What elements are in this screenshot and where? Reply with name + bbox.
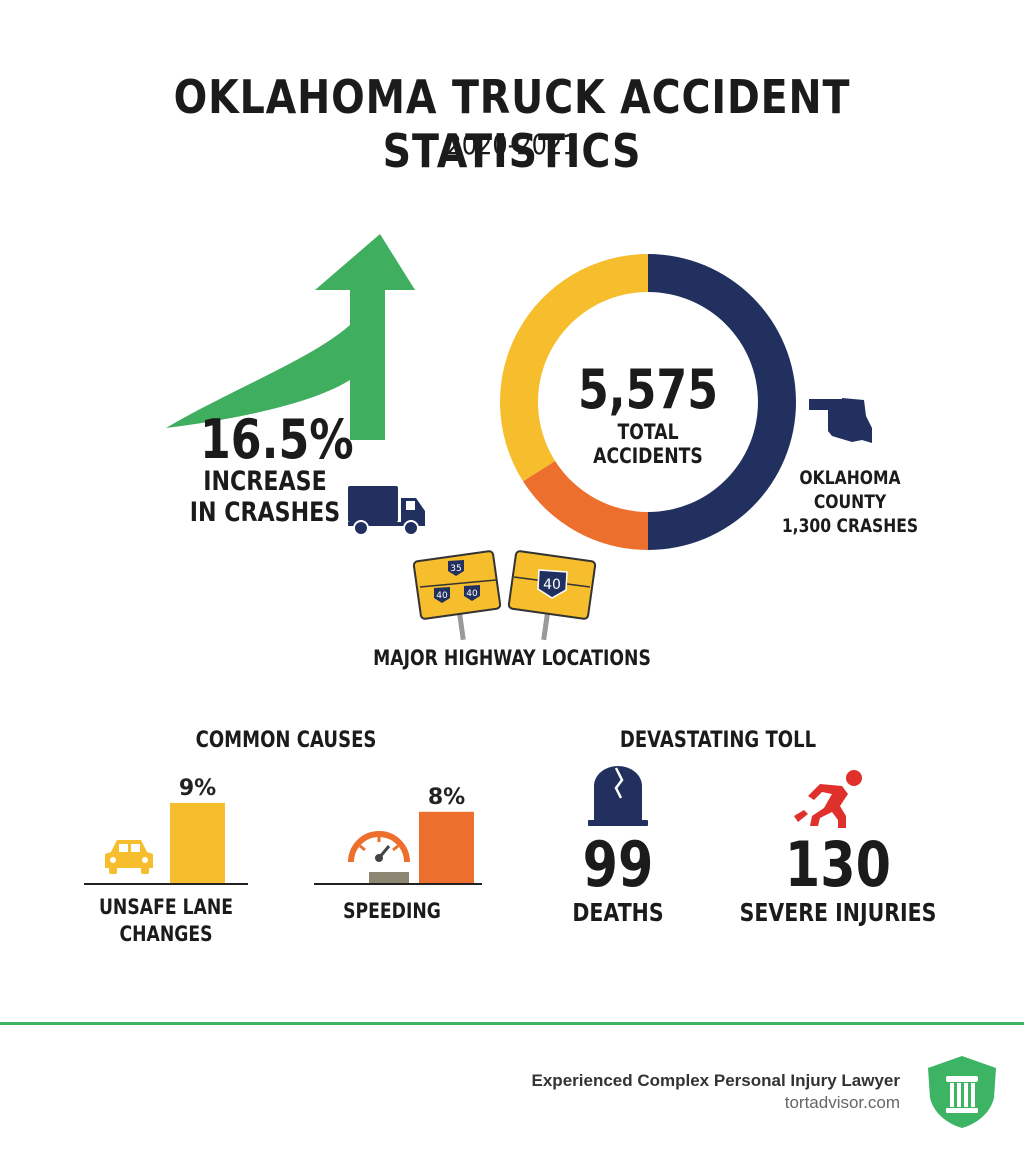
county-label-line1: OKLAHOMA COUNTY — [799, 467, 901, 513]
increase-value: 16.5% — [200, 408, 354, 471]
deaths-label: DEATHS — [572, 898, 664, 927]
sign1-left-label: 40 — [436, 591, 448, 601]
county-label: OKLAHOMA COUNTY 1,300 CRASHES — [776, 466, 924, 538]
cause-label-line2: CHANGES — [119, 922, 213, 946]
bar-value-label: 8% — [428, 785, 465, 810]
highway-label: MAJOR HIGHWAY LOCATIONS — [373, 646, 651, 670]
sign1-top-label: 35 — [450, 564, 461, 574]
donut-slice-navy — [648, 254, 796, 550]
page-subtitle: 2020-2021 — [446, 128, 578, 161]
sign2-label: 40 — [543, 577, 561, 593]
speedometer-icon — [348, 831, 410, 863]
donut-slice-orange — [523, 460, 648, 550]
deaths-value: 99 — [582, 828, 654, 901]
injuries-label: SEVERE INJURIES — [739, 898, 937, 927]
footer-site-link[interactable]: tortadvisor.com — [784, 1093, 900, 1112]
county-label-line2: 1,300 CRASHES — [781, 515, 919, 537]
footer-divider — [0, 1022, 1024, 1025]
cause-label-speeding: SPEEDING — [343, 899, 441, 923]
page-title: OKLAHOMA TRUCK ACCIDENT STATISTICS — [173, 70, 851, 178]
increase-label: INCREASE IN CRASHES — [183, 466, 347, 528]
highway-signs-icon: 35 40 40 40 — [412, 550, 597, 641]
causes-heading: COMMON CAUSES — [195, 728, 377, 753]
shield-logo-icon — [928, 1056, 996, 1128]
bar-speeding — [419, 811, 474, 883]
increase-label-line1: INCREASE — [203, 466, 327, 497]
sign1-right-label: 40 — [466, 589, 478, 599]
total-label: TOTAL ACCIDENTS — [593, 420, 703, 468]
car-icon — [105, 840, 153, 874]
cause-label-unsafe-lane: UNSAFE LANE CHANGES — [92, 894, 240, 948]
causes-bar-chart: 9% 8% — [84, 776, 482, 885]
truck-icon — [348, 486, 425, 536]
bar-value-label: 9% — [179, 776, 216, 801]
total-accidents-donut — [500, 254, 796, 550]
bar-unsafe-lane-changes — [170, 802, 225, 883]
trend-arrow-icon — [166, 234, 415, 440]
footer-tagline: Experienced Complex Personal Injury Lawy… — [531, 1071, 900, 1090]
oklahoma-map-icon — [809, 398, 872, 443]
injured-person-icon — [794, 770, 862, 828]
total-value: 5,575 — [577, 358, 719, 421]
injuries-value: 130 — [784, 828, 892, 901]
donut-slice-yellow — [500, 254, 648, 482]
tombstone-icon — [588, 766, 648, 826]
cause-label-line1: UNSAFE LANE — [98, 895, 234, 919]
toll-heading: DEVASTATING TOLL — [619, 728, 817, 753]
increase-label-line2: IN CRASHES — [189, 497, 341, 528]
